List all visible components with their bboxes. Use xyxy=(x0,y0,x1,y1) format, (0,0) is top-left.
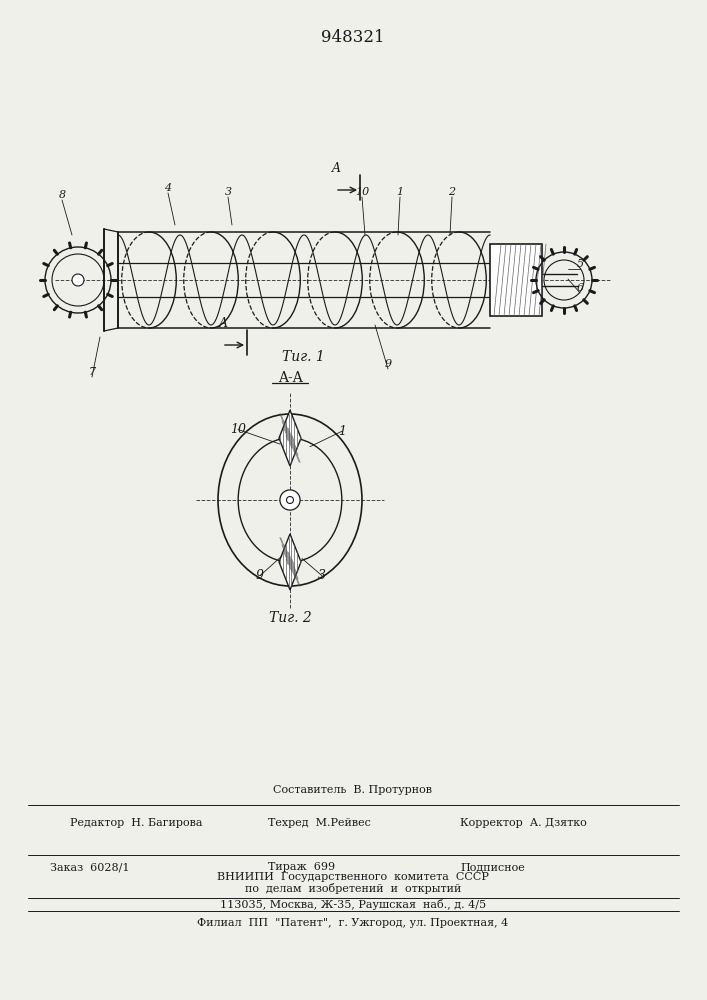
Text: 3: 3 xyxy=(318,569,326,582)
Text: 1: 1 xyxy=(397,187,404,197)
Text: 8: 8 xyxy=(59,190,66,200)
Text: 113035, Москва, Ж-35, Раушская  наб., д. 4/5: 113035, Москва, Ж-35, Раушская наб., д. … xyxy=(220,898,486,910)
Text: 4: 4 xyxy=(165,183,172,193)
Text: A: A xyxy=(218,317,228,330)
Text: 5: 5 xyxy=(576,259,583,269)
Text: Редактор  Н. Багирова: Редактор Н. Багирова xyxy=(70,818,202,828)
Text: Заказ  6028/1: Заказ 6028/1 xyxy=(50,862,129,872)
Polygon shape xyxy=(279,410,301,466)
Text: Τиг. 1: Τиг. 1 xyxy=(281,350,325,364)
Text: 6: 6 xyxy=(576,283,583,293)
Text: A: A xyxy=(332,162,341,175)
Polygon shape xyxy=(279,534,301,590)
Text: Подписное: Подписное xyxy=(460,862,525,872)
Text: A-A: A-A xyxy=(278,371,303,385)
Text: Составитель  В. Протурнов: Составитель В. Протурнов xyxy=(274,785,433,795)
Text: ВНИИПИ  Государственного  комитета  СССР: ВНИИПИ Государственного комитета СССР xyxy=(217,872,489,882)
Circle shape xyxy=(286,496,293,504)
Text: 7: 7 xyxy=(88,367,95,377)
Text: 9: 9 xyxy=(385,359,392,369)
Text: 1: 1 xyxy=(338,425,346,438)
Text: Филиал  ПП  "Патент",  г. Ужгород, ул. Проектная, 4: Филиал ПП "Патент", г. Ужгород, ул. Прое… xyxy=(197,918,508,928)
Text: 3: 3 xyxy=(224,187,232,197)
Text: Тираж  699: Тираж 699 xyxy=(268,862,335,872)
Text: Корректор  А. Дзятко: Корректор А. Дзятко xyxy=(460,818,587,828)
Text: 10: 10 xyxy=(355,187,369,197)
Text: 948321: 948321 xyxy=(321,29,385,46)
Text: 9: 9 xyxy=(256,569,264,582)
Circle shape xyxy=(72,274,84,286)
Bar xyxy=(490,244,542,316)
Text: 10: 10 xyxy=(230,423,246,436)
Text: Τиг. 2: Τиг. 2 xyxy=(269,611,311,625)
Text: Техред  М.Рейвес: Техред М.Рейвес xyxy=(268,818,371,828)
Circle shape xyxy=(280,490,300,510)
Text: по  делам  изобретений  и  открытий: по делам изобретений и открытий xyxy=(245,882,461,894)
Text: 2: 2 xyxy=(448,187,455,197)
